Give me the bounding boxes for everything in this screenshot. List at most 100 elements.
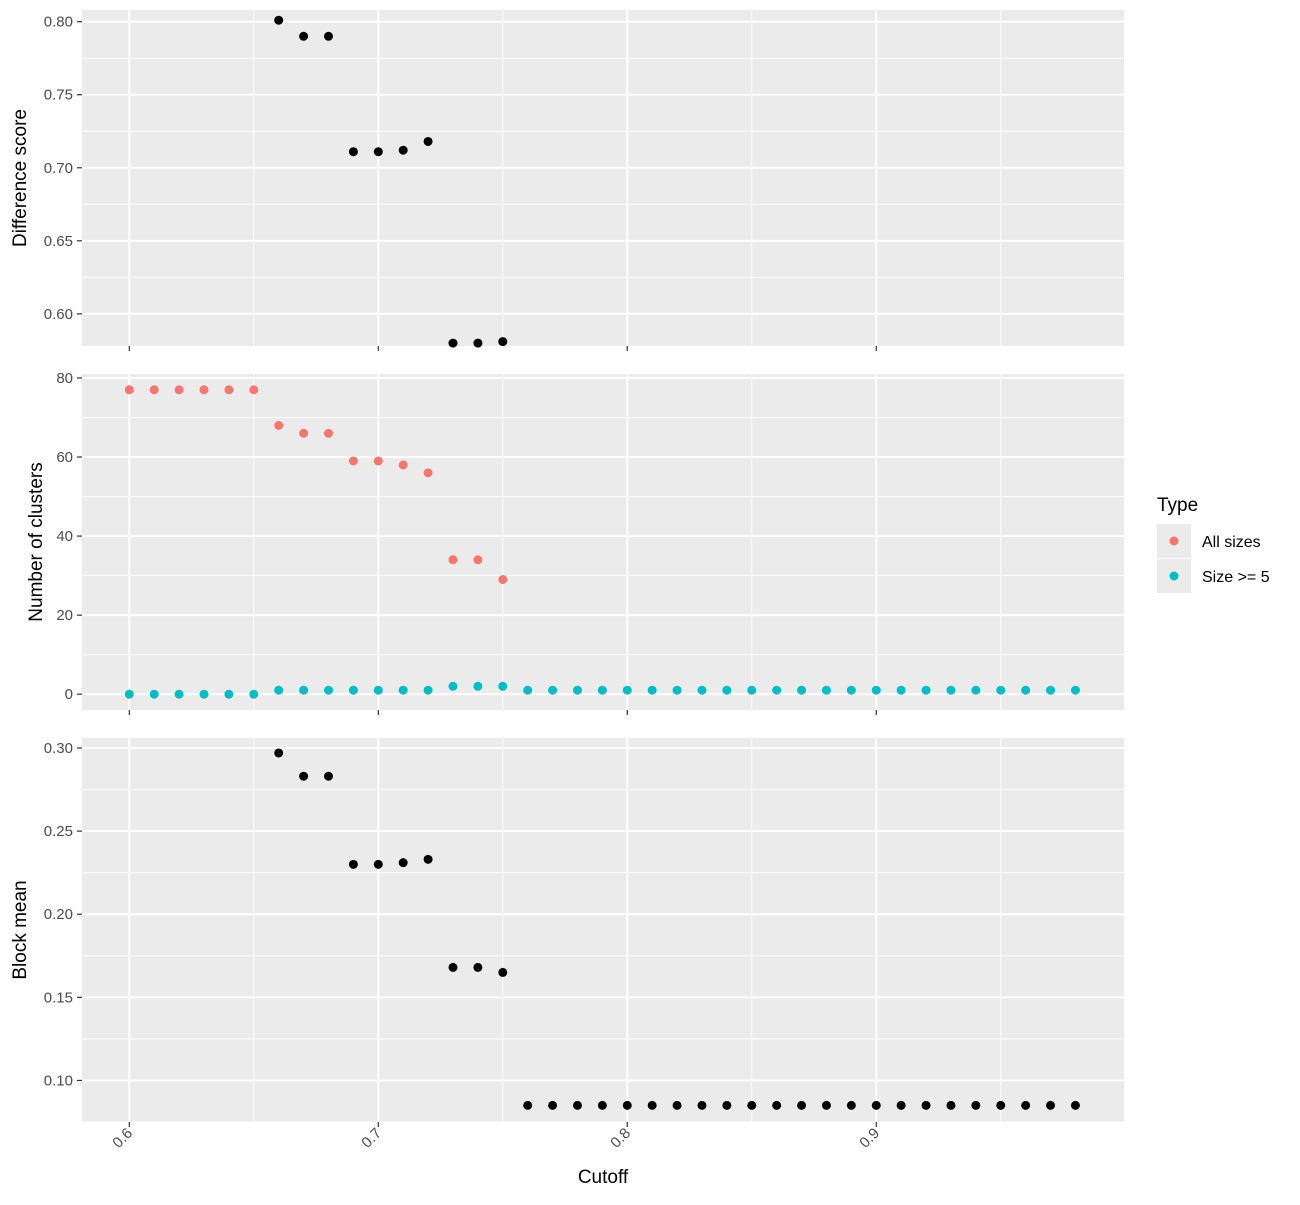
y-axis-title-number-of-clusters: Number of clusters xyxy=(26,462,47,621)
point-number-of-clusters-size-5 xyxy=(498,681,508,691)
y-tick-label-number-of-clusters: 40 xyxy=(56,528,73,545)
point-number-of-clusters-size-5 xyxy=(921,685,931,695)
point-number-of-clusters-size-5 xyxy=(597,685,607,695)
point-number-of-clusters-size-5 xyxy=(274,685,284,695)
point-number-of-clusters-size-5 xyxy=(747,685,757,695)
x-tick-label: 0.9 xyxy=(856,1125,883,1152)
point-difference-score-series-0 xyxy=(473,338,483,348)
point-block-mean-series-0 xyxy=(772,1100,782,1110)
y-axis-title-difference-score: Difference score xyxy=(10,109,31,247)
point-number-of-clusters-size-5 xyxy=(199,689,209,699)
point-number-of-clusters-all-sizes xyxy=(323,428,333,438)
point-number-of-clusters-size-5 xyxy=(797,685,807,695)
point-difference-score-series-0 xyxy=(274,15,284,25)
point-number-of-clusters-all-sizes xyxy=(473,555,483,565)
y-tick-label-number-of-clusters: 80 xyxy=(56,370,73,387)
point-number-of-clusters-size-5 xyxy=(722,685,732,695)
point-number-of-clusters-size-5 xyxy=(398,685,408,695)
legend-label: All sizes xyxy=(1202,534,1261,551)
legend-key-point xyxy=(1169,571,1179,581)
point-block-mean-series-0 xyxy=(572,1100,582,1110)
point-number-of-clusters-all-sizes xyxy=(373,456,383,466)
point-block-mean-series-0 xyxy=(747,1100,757,1110)
point-block-mean-series-0 xyxy=(622,1100,632,1110)
point-number-of-clusters-size-5 xyxy=(523,685,533,695)
point-difference-score-series-0 xyxy=(498,337,508,347)
y-tick-label-number-of-clusters: 0 xyxy=(65,686,73,703)
y-tick-label-block-mean: 0.15 xyxy=(44,989,73,1006)
point-number-of-clusters-size-5 xyxy=(1046,685,1056,695)
point-difference-score-series-0 xyxy=(398,145,408,155)
point-number-of-clusters-all-sizes xyxy=(249,385,259,395)
point-block-mean-series-0 xyxy=(498,967,508,977)
point-number-of-clusters-all-sizes xyxy=(124,385,134,395)
point-block-mean-series-0 xyxy=(672,1100,682,1110)
point-difference-score-series-0 xyxy=(423,136,433,146)
point-number-of-clusters-size-5 xyxy=(971,685,981,695)
point-difference-score-series-0 xyxy=(348,147,358,157)
point-number-of-clusters-size-5 xyxy=(174,689,184,699)
point-difference-score-series-0 xyxy=(299,31,309,41)
point-number-of-clusters-size-5 xyxy=(846,685,856,695)
point-block-mean-series-0 xyxy=(373,859,383,869)
point-block-mean-series-0 xyxy=(647,1100,657,1110)
point-number-of-clusters-all-sizes xyxy=(149,385,159,395)
point-number-of-clusters-all-sizes xyxy=(348,456,358,466)
x-axis-title: Cutoff xyxy=(578,1167,629,1188)
point-number-of-clusters-all-sizes xyxy=(299,428,309,438)
y-tick-label-block-mean: 0.10 xyxy=(44,1072,73,1089)
y-tick-label-block-mean: 0.25 xyxy=(44,823,73,840)
point-number-of-clusters-all-sizes xyxy=(398,460,408,470)
point-number-of-clusters-size-5 xyxy=(572,685,582,695)
y-tick-label-difference-score: 0.75 xyxy=(44,87,73,104)
point-number-of-clusters-size-5 xyxy=(772,685,782,695)
point-number-of-clusters-all-sizes xyxy=(224,385,234,395)
point-block-mean-series-0 xyxy=(996,1100,1006,1110)
point-block-mean-series-0 xyxy=(871,1100,881,1110)
point-number-of-clusters-size-5 xyxy=(149,689,159,699)
point-block-mean-series-0 xyxy=(846,1100,856,1110)
legend-label: Size >= 5 xyxy=(1202,569,1270,586)
point-block-mean-series-0 xyxy=(423,854,433,864)
point-difference-score-series-0 xyxy=(323,31,333,41)
point-block-mean-series-0 xyxy=(299,771,309,781)
point-block-mean-series-0 xyxy=(722,1100,732,1110)
point-block-mean-series-0 xyxy=(323,771,333,781)
point-block-mean-series-0 xyxy=(821,1100,831,1110)
point-block-mean-series-0 xyxy=(1070,1100,1080,1110)
point-number-of-clusters-all-sizes xyxy=(448,555,458,565)
legend-title: Type xyxy=(1157,495,1198,516)
point-difference-score-series-0 xyxy=(448,338,458,348)
point-number-of-clusters-size-5 xyxy=(124,689,134,699)
point-number-of-clusters-all-sizes xyxy=(199,385,209,395)
y-axis-title-block-mean: Block mean xyxy=(10,880,31,979)
y-tick-label-difference-score: 0.65 xyxy=(44,233,73,250)
point-difference-score-series-0 xyxy=(373,147,383,157)
x-tick-label: 0.8 xyxy=(607,1125,634,1152)
point-number-of-clusters-size-5 xyxy=(548,685,558,695)
x-tick-label: 0.6 xyxy=(109,1125,136,1152)
point-block-mean-series-0 xyxy=(348,859,358,869)
y-tick-label-number-of-clusters: 60 xyxy=(56,449,73,466)
panel-background-difference-score xyxy=(82,10,1124,346)
point-number-of-clusters-size-5 xyxy=(697,685,707,695)
point-number-of-clusters-size-5 xyxy=(224,689,234,699)
point-block-mean-series-0 xyxy=(946,1100,956,1110)
point-block-mean-series-0 xyxy=(921,1100,931,1110)
x-tick-label: 0.7 xyxy=(358,1125,385,1152)
point-block-mean-series-0 xyxy=(398,858,408,868)
point-block-mean-series-0 xyxy=(448,962,458,972)
point-number-of-clusters-all-sizes xyxy=(274,420,284,430)
point-number-of-clusters-size-5 xyxy=(996,685,1006,695)
point-number-of-clusters-size-5 xyxy=(323,685,333,695)
y-tick-label-difference-score: 0.60 xyxy=(44,306,73,323)
point-number-of-clusters-size-5 xyxy=(373,685,383,695)
point-number-of-clusters-size-5 xyxy=(348,685,358,695)
point-number-of-clusters-size-5 xyxy=(622,685,632,695)
point-number-of-clusters-size-5 xyxy=(896,685,906,695)
point-block-mean-series-0 xyxy=(548,1100,558,1110)
point-block-mean-series-0 xyxy=(473,962,483,972)
point-number-of-clusters-size-5 xyxy=(647,685,657,695)
